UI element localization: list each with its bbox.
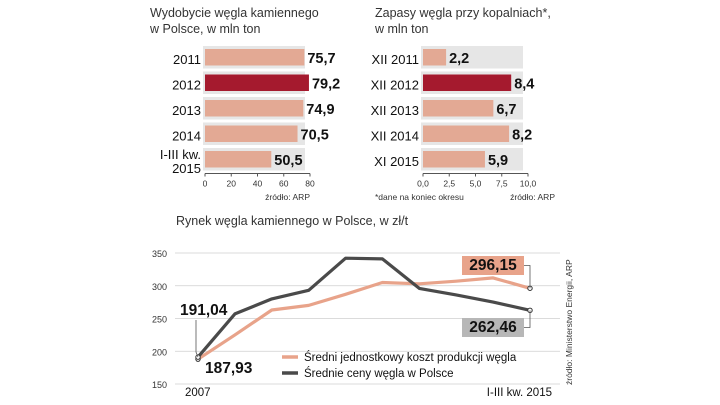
stocks-source: źródło: ARP [510, 192, 555, 202]
market-x-end-label: I-III kw. 2015 [487, 387, 552, 399]
legend-cost-label: Średni jednostkowy koszt produkcji węgla [304, 351, 517, 364]
cost-line [196, 276, 532, 361]
market-y-tick-label: 300 [152, 282, 167, 292]
cost-start-label: 187,93 [205, 360, 253, 377]
market-source: źródło: Ministerstwo Energii, ARP [564, 259, 574, 385]
market-chart: Rynek węgla kamiennego w Polsce, w zł/t … [152, 214, 574, 399]
stocks-tick-label: 10,0 [520, 179, 537, 189]
stocks-tick-label: 5,0 [470, 179, 482, 189]
stocks-title-line1: Zapasy węgla przy kopalniach*, [375, 6, 551, 20]
market-y-tick-label: 250 [152, 315, 167, 325]
production-tick-label: 20 [227, 179, 237, 189]
stocks-bar [423, 125, 510, 142]
market-title: Rynek węgla kamiennego w Polsce, w zł/t [176, 214, 409, 228]
production-title-line2: w Polsce, w mln ton [149, 22, 261, 36]
production-value-label: 70,5 [301, 127, 329, 143]
production-category-label: I-III kw. [160, 147, 201, 162]
production-bar [205, 49, 305, 66]
production-category-label: 2015 [172, 161, 201, 176]
legend-price-label: Średnie ceny węgla w Polsce [304, 367, 454, 380]
price-end-callout-leader [524, 310, 531, 328]
stocks-value-label: 2,2 [449, 51, 469, 67]
production-tick-label: 0 [203, 179, 208, 189]
production-source: źródło: ARP [265, 192, 310, 202]
production-value-label: 79,2 [312, 76, 340, 92]
stocks-title-line2: w mln ton [374, 22, 429, 36]
stocks-category-label: XII 2012 [371, 77, 419, 92]
production-bar [205, 100, 304, 117]
market-x-start-label: 2007 [185, 387, 211, 399]
production-value-label: 75,7 [307, 51, 335, 67]
stocks-bar [423, 100, 494, 117]
production-chart: Wydobycie węgla kamiennego w Polsce, w m… [149, 6, 340, 202]
production-category-label: 2013 [172, 103, 201, 118]
production-value-label: 50,5 [274, 153, 302, 169]
market-y-tick-label: 150 [152, 380, 167, 390]
price-start-leader [195, 320, 199, 358]
production-tick-label: 40 [253, 179, 263, 189]
price-start-label: 191,04 [180, 302, 228, 319]
price-end-callout-text: 262,46 [469, 319, 517, 336]
stocks-tick-label: 0,0 [417, 179, 429, 189]
stocks-chart: Zapasy węgla przy kopalniach*, w mln ton… [371, 6, 556, 202]
production-category-label: 2012 [172, 77, 201, 92]
production-title-line1: Wydobycie węgla kamiennego [150, 6, 319, 20]
stocks-value-label: 8,4 [514, 76, 534, 92]
stocks-category-label: XII 2011 [372, 52, 419, 67]
price-end-callout-box [462, 318, 524, 337]
cost-end-callout-box [462, 256, 524, 275]
stocks-bar [423, 74, 512, 91]
stocks-slot [421, 46, 523, 69]
production-bar [205, 151, 272, 168]
market-y-tick-label: 200 [152, 347, 167, 357]
cost-end-callout-leader [524, 265, 531, 289]
stocks-value-label: 6,7 [496, 102, 516, 118]
stocks-footnote: *dane na koniec okresu [375, 192, 464, 202]
production-category-label: 2014 [172, 128, 201, 143]
price-line [196, 256, 532, 359]
stocks-category-label: XII 2013 [371, 103, 419, 118]
stocks-value-label: 8,2 [512, 127, 532, 143]
market-legend: Średni jednostkowy koszt produkcji węgla… [282, 351, 517, 380]
production-bar [205, 74, 309, 91]
stocks-value-label: 5,9 [488, 153, 508, 169]
cost-end-callout-text: 296,15 [469, 257, 517, 274]
stocks-bar [423, 49, 447, 66]
market-y-tick-label: 350 [152, 249, 167, 259]
production-value-label: 74,9 [306, 102, 334, 118]
stocks-tick-label: 2,5 [443, 179, 455, 189]
stocks-tick-label: 7,5 [496, 179, 508, 189]
stocks-category-label: XII 2014 [371, 128, 419, 143]
stocks-bar [423, 151, 485, 168]
stocks-category-label: XI 2015 [374, 154, 419, 169]
production-category-label: 2011 [173, 52, 201, 67]
production-tick-label: 80 [305, 179, 315, 189]
production-tick-label: 60 [279, 179, 289, 189]
production-bar [205, 125, 298, 142]
